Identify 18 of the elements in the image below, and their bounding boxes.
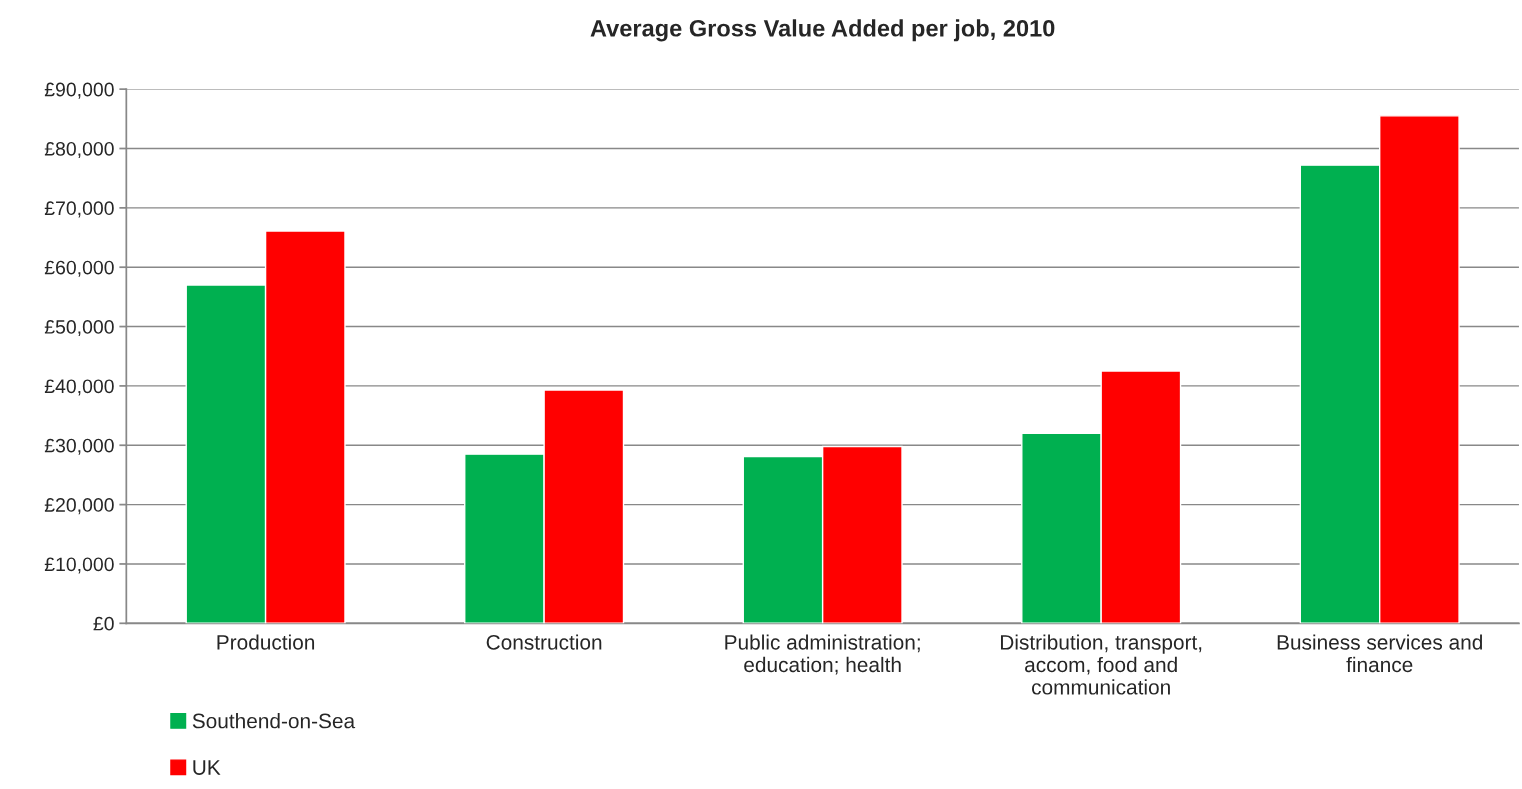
x-tick-label: Business services and finance xyxy=(1277,634,1482,673)
x-tick-label: Construction xyxy=(486,634,602,650)
y-tick-label: £30,000 xyxy=(44,438,114,455)
y-tick-label: £20,000 xyxy=(44,498,114,515)
legend-label: UK xyxy=(193,760,221,775)
y-tick-label: £0 xyxy=(93,616,114,631)
y-tick-label: £80,000 xyxy=(44,141,114,159)
x-tick-label: Distribution, transport, accom, food and communication xyxy=(1000,634,1202,695)
x-tick-label: Production xyxy=(217,634,315,650)
legend-label: Southend-on-Sea xyxy=(192,713,356,729)
chart-title: Average Gross Value Added per job, 2010 xyxy=(590,19,1055,42)
y-tick-label: £60,000 xyxy=(44,260,114,277)
y-tick-label: £70,000 xyxy=(44,201,114,218)
y-tick-label: £90,000 xyxy=(44,82,114,99)
y-tick-label: £40,000 xyxy=(44,379,114,396)
x-tick-label: Public administration; education; health xyxy=(725,634,920,675)
y-tick-label: £50,000 xyxy=(44,320,114,337)
y-tick-label: £10,000 xyxy=(44,557,114,574)
